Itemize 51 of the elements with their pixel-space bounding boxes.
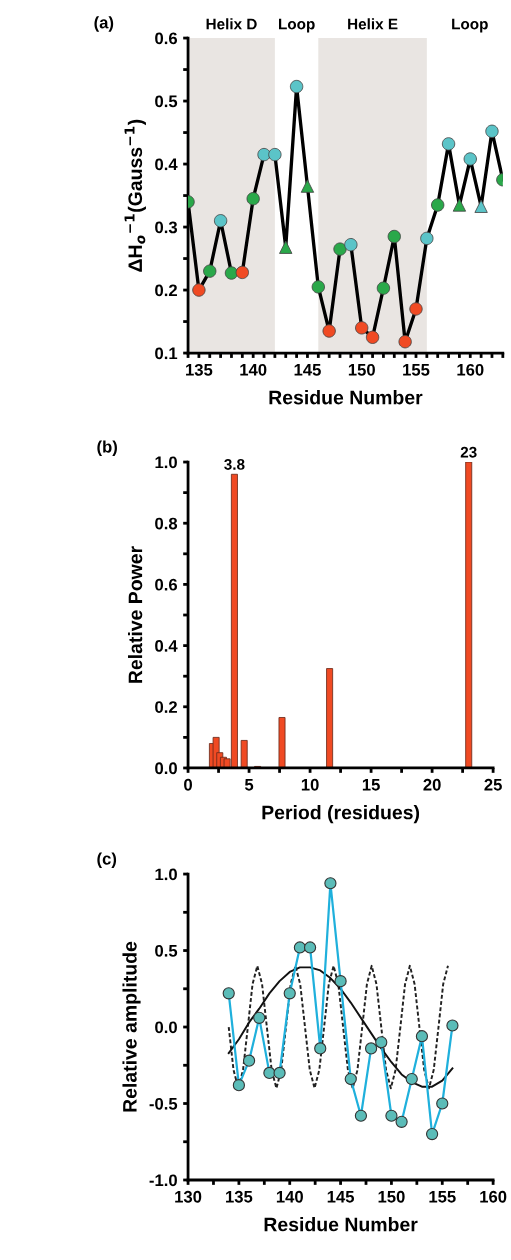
x-tick-label: 160	[480, 1190, 507, 1203]
x-tick-label: 150	[348, 363, 375, 376]
x-tick-label: 15	[362, 779, 380, 791]
y-tick-label: 0.0	[155, 1021, 177, 1034]
y-tick-label: 0.3	[155, 221, 178, 234]
x-tick-label: 145	[294, 364, 321, 376]
y-tick-label: 1.0	[155, 868, 177, 881]
chart-title: (a)	[94, 16, 114, 32]
y-tick-label: 0.6	[155, 32, 178, 45]
y-tick-label: 0.2	[155, 284, 177, 297]
x-tick-label: 155	[403, 364, 430, 376]
text: Loop	[452, 18, 488, 33]
y-tick-label: 0.0	[155, 762, 177, 775]
x-axis-title: Residue Number	[264, 1217, 418, 1232]
y-axis-title: Relative Power	[128, 546, 143, 683]
y-tick-label: 0.5	[155, 95, 178, 108]
y-tick-label: -1.0	[149, 1174, 177, 1187]
x-tick-label: 140	[240, 363, 267, 376]
y-tick-label: 0.2	[155, 701, 177, 713]
y-tick-label: 0.1	[155, 347, 178, 360]
x-tick-label: 145	[327, 1191, 355, 1203]
x-tick-label: 140	[276, 1190, 303, 1203]
x-tick-label: 25	[484, 778, 502, 791]
x-tick-label: 150	[378, 1190, 405, 1203]
band-label: Helix E	[348, 18, 398, 30]
x-tick-label: 135	[226, 1190, 253, 1203]
band-label: Helix D	[206, 18, 257, 30]
y-tick-label: 0.8	[155, 517, 178, 530]
y-tick-label: 0.4	[155, 640, 178, 652]
y-tick-label: 0.4	[155, 158, 178, 171]
y-tick-label: 1.0	[155, 456, 177, 469]
text: Loop	[279, 18, 315, 33]
x-tick-label: 160	[457, 363, 484, 376]
x-tick-label: 10	[301, 778, 319, 791]
x-axis-title: Residue Number	[269, 390, 423, 405]
x-tick-label: 130	[175, 1190, 202, 1203]
x-tick-label: 20	[423, 778, 441, 791]
x-axis-title: Period (residues)	[262, 805, 420, 824]
chart-title: (b)	[97, 440, 117, 456]
y-tick-label: -0.5	[149, 1097, 178, 1110]
y-tick-label: 0.6	[155, 578, 178, 591]
y-axis-title: ΔH$_{o}$$^{−1}$(Gauss$^{−1}$)	[124, 119, 146, 272]
x-tick-label: 135	[186, 363, 213, 376]
x-tick-label: 5	[244, 779, 254, 791]
y-tick-label: 0.5	[155, 944, 178, 957]
y-axis-title: Relative amplitude	[122, 941, 141, 1112]
chart-title: (c)	[97, 852, 117, 868]
annotation: 3.8	[224, 459, 245, 470]
annotation: 23	[460, 446, 477, 458]
x-tick-label: 0	[184, 778, 192, 791]
x-tick-label: 155	[429, 1191, 456, 1203]
